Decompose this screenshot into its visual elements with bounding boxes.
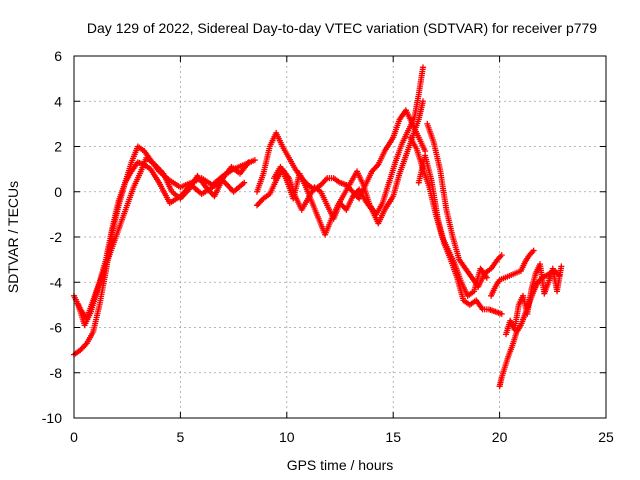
series-track-k — [502, 261, 565, 338]
y-tick-label: -6 — [50, 320, 63, 336]
y-tick-label: 2 — [54, 139, 62, 155]
series-track-d — [254, 107, 429, 202]
axis-ticks: 0 5 10 15 20 25 -10 -8 -6 -4 -2 0 2 4 6 — [42, 48, 614, 445]
data-point — [251, 157, 258, 164]
plot-frame — [73, 55, 607, 419]
series-track-i — [407, 134, 490, 299]
x-tick-label: 5 — [177, 429, 185, 445]
data-point — [245, 159, 252, 166]
grid-lines — [74, 56, 606, 418]
x-axis-label: GPS time / hours — [287, 457, 394, 473]
data-points — [71, 64, 565, 390]
series-track-c — [75, 154, 252, 329]
series-track-f — [271, 64, 426, 238]
data-point — [498, 252, 505, 259]
y-tick-label: 6 — [54, 48, 62, 64]
series-track-l — [488, 247, 537, 299]
data-point — [483, 274, 490, 281]
x-tick-label: 0 — [70, 429, 78, 445]
y-tick-label: -10 — [42, 410, 62, 426]
data-point — [241, 179, 248, 186]
y-tick-label: -4 — [50, 274, 63, 290]
data-point — [558, 263, 565, 270]
chart-title: Day 129 of 2022, Sidereal Day-to-day VTE… — [87, 20, 597, 36]
data-point — [419, 98, 426, 105]
y-axis-label: SDTVAR / TECUs — [5, 181, 21, 293]
series-track-g — [424, 120, 505, 290]
y-tick-label: -8 — [50, 365, 63, 381]
data-point — [530, 247, 537, 254]
x-tick-label: 20 — [492, 429, 508, 445]
y-tick-label: 4 — [54, 93, 62, 109]
data-point — [419, 64, 426, 71]
y-tick-label: -2 — [50, 229, 63, 245]
x-tick-label: 25 — [598, 429, 614, 445]
x-tick-label: 15 — [385, 429, 401, 445]
y-tick-label: 0 — [54, 184, 62, 200]
x-tick-label: 10 — [279, 429, 295, 445]
data-point — [498, 310, 505, 317]
